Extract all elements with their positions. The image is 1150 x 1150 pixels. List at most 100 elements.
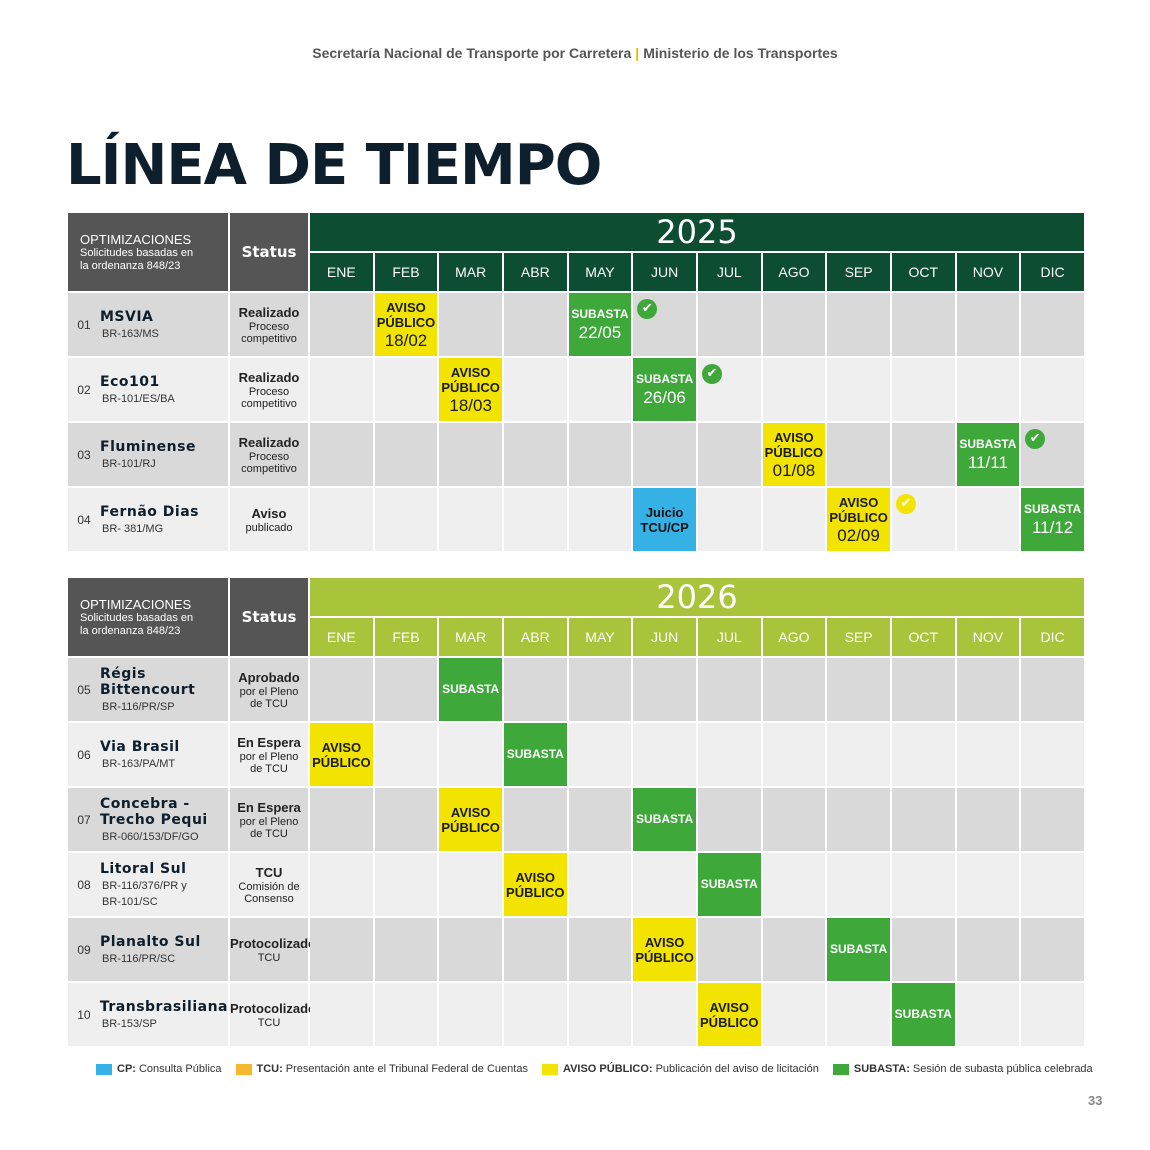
row-number: 09 <box>77 942 91 957</box>
month-cell <box>1021 358 1084 421</box>
month-cell <box>762 658 826 721</box>
header-optimizaciones: OPTIMIZACIONES Solicitudes basadas en la o… <box>68 213 228 291</box>
month-header-may: MAY <box>568 253 632 291</box>
status-detail: publicado <box>245 521 293 534</box>
status-detail: Comisión de <box>238 880 300 893</box>
month-header-dic: DIC <box>1021 253 1084 291</box>
concession-names: Régis Bittencourt BR-116/PR/SP <box>100 666 195 714</box>
event-label: PÚBLICO <box>764 444 824 460</box>
concession-name: Bittencourt <box>100 681 196 698</box>
aviso-publico-event: AVISO PÚBLICO <box>310 723 373 786</box>
month-header-sep: SEP <box>827 253 890 291</box>
concession-names: Eco101 BR-101/ES/BA <box>100 374 175 406</box>
status-cell: Realizado Proceso competitivo <box>230 423 308 486</box>
month-cell <box>891 723 955 786</box>
month-cell <box>827 723 890 786</box>
month-cell <box>633 983 696 1046</box>
month-cell <box>633 853 696 916</box>
status-cell: Realizado Proceso competitivo <box>230 293 308 356</box>
timeline-table-2025: OPTIMIZACIONES Solicitudes basadas en la o… <box>66 211 1086 553</box>
month-cell <box>568 918 632 981</box>
status-detail: competitivo <box>241 462 297 475</box>
year-label: 2025 <box>310 213 1084 251</box>
table-row: 02 Eco101 BR-101/ES/BA Realizado Proceso comp… <box>68 358 1084 421</box>
status-main: En Espera <box>237 734 301 750</box>
event-label: SUBASTA <box>506 747 564 761</box>
row-number: 01 <box>77 317 91 332</box>
highway-code: BR-060/153/DF/GO <box>102 830 199 843</box>
concession-names: MSVIA BR-163/MS <box>100 309 159 341</box>
month-header-jul: JUL <box>697 618 761 656</box>
status-detail: por el Pleno <box>239 750 299 763</box>
month-cell <box>762 293 826 356</box>
month-cell: SUBASTA <box>891 983 955 1046</box>
status-cell: Aviso publicado <box>230 488 308 551</box>
month-cell <box>762 488 826 551</box>
month-cell <box>891 293 955 356</box>
header-label-sub2: la ordenanza 848/23 <box>80 624 181 637</box>
highway-code: BR-116/PR/SC <box>102 952 176 965</box>
month-cell <box>762 723 826 786</box>
header-optimizaciones: OPTIMIZACIONES Solicitudes basadas en la o… <box>68 578 228 656</box>
concession-label: 04 Fernão Dias BR- 381/MG <box>68 488 228 551</box>
highway-code: BR-163/MS <box>102 327 159 340</box>
event-label: PÚBLICO <box>312 754 371 770</box>
header-status: Status <box>230 213 308 291</box>
event-date: 11/11 <box>967 453 1008 472</box>
concession-cell: 10 Transbrasiliana BR-153/SP <box>68 983 228 1046</box>
month-cell <box>891 358 955 421</box>
month-cell: AVISO PÚBLICO 18/03 <box>439 358 502 421</box>
month-cell <box>568 983 632 1046</box>
subasta-event: SUBASTA <box>827 918 890 981</box>
month-header-mar: MAR <box>439 253 502 291</box>
event-label: AVISO <box>386 299 426 315</box>
month-header-mar: MAR <box>439 618 502 656</box>
row-number: 08 <box>77 877 91 892</box>
month-cell <box>891 423 955 486</box>
subasta-event: SUBASTA 26/06 <box>633 358 696 421</box>
check-circle-icon: ✔ <box>637 299 658 319</box>
event-label: PÚBLICO <box>441 379 500 395</box>
month-cell <box>374 723 438 786</box>
month-cell <box>568 723 632 786</box>
status-cell: Protocolizado TCU <box>230 918 316 981</box>
status-cell: En Espera por el Pleno de TCU <box>230 788 308 851</box>
header-label-sub1: Solicitudes basadas en <box>80 611 194 624</box>
event-date: 26/06 <box>643 388 686 407</box>
month-cell <box>374 788 438 851</box>
month-cell <box>439 723 502 786</box>
concession-name: Transbrasiliana <box>99 998 228 1015</box>
concession-names: Planalto Sul BR-116/PR/SC <box>100 934 201 966</box>
highway-code: BR- 381/MG <box>102 522 164 535</box>
event-label: TCU/CP <box>640 519 689 535</box>
concession-names: Concebra - Trecho Pequi BR-060/153/DF/GO <box>100 796 208 844</box>
legend-key: TCU: <box>256 1063 283 1075</box>
subasta-event: SUBASTA 22/05 <box>568 293 632 356</box>
row-number: 07 <box>77 812 91 827</box>
status-detail: TCU <box>257 951 281 964</box>
month-cell: AVISO PÚBLICO <box>439 788 502 851</box>
event-label: SUBASTA <box>894 1007 952 1021</box>
event-label: SUBASTA <box>1024 502 1082 516</box>
aviso-publico-event: AVISO PÚBLICO <box>503 853 567 916</box>
concession-label: 03 Fluminense BR-101/RJ <box>68 423 228 486</box>
concession-name: Concebra - <box>100 795 190 812</box>
status-main: TCU <box>255 864 283 880</box>
aviso-publico-event: AVISO PÚBLICO 18/03 <box>439 358 502 421</box>
month-cell <box>568 853 632 916</box>
event-label: PÚBLICO <box>376 314 436 330</box>
month-header-ene: ENE <box>310 253 373 291</box>
month-cell: SUBASTA 11/12 <box>1021 488 1084 551</box>
month-cell <box>310 918 373 981</box>
month-cell <box>503 918 567 981</box>
month-cell <box>891 788 955 851</box>
status-detail: de TCU <box>250 827 288 840</box>
aviso-publico-event: AVISO PÚBLICO <box>633 918 696 981</box>
month-cell <box>374 983 438 1046</box>
month-cell <box>956 293 1020 356</box>
concession-names: Transbrasiliana BR-153/SP <box>100 999 228 1031</box>
check-circle-icon: ✔ <box>1025 429 1046 449</box>
month-cell: SUBASTA <box>633 788 696 851</box>
month-cell <box>697 723 761 786</box>
concession-name: Eco101 <box>100 373 160 390</box>
